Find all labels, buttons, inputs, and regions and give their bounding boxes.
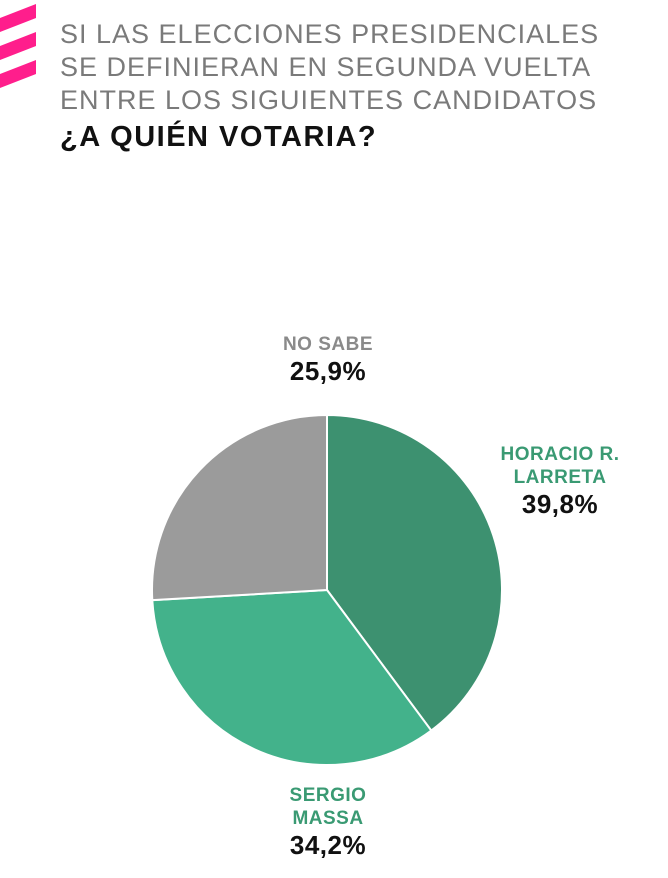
pink-stripes-logo: [0, 4, 36, 88]
slice-name-larreta-line-1: HORACIO R.: [500, 444, 620, 465]
subtitle-line-1: SI LAS ELECCIONES PRESIDENCIALES: [60, 19, 600, 49]
slice-label-massa: SERGIO MASSA 34,2%: [238, 784, 418, 860]
subtitle-line-3: ENTRE LOS SIGUIENTES CANDIDATOS: [60, 85, 598, 115]
chart-title: ¿A QUIÉN VOTARIA?: [60, 121, 378, 153]
pink-stripe: [0, 60, 36, 88]
pie-slice-massa: [151, 588, 433, 766]
slice-label-no-sabe: NO SABE 25,9%: [238, 333, 418, 386]
slice-value-larreta: 39,8%: [521, 489, 599, 519]
pink-stripe: [0, 32, 36, 60]
pie-slice-larreta: [326, 413, 504, 732]
slice-name-larreta-line-2: LARRETA: [513, 467, 607, 488]
chart-header: SI LAS ELECCIONES PRESIDENCIALES SE DEFI…: [60, 18, 650, 155]
slice-label-larreta: HORACIO R. LARRETA 39,8%: [470, 443, 650, 519]
slice-name-massa-line-1: SERGIO: [289, 785, 367, 806]
pie-slice-no-sabe: [151, 413, 328, 602]
slice-value-massa: 34,2%: [289, 830, 367, 860]
slice-name-no-sabe: NO SABE: [282, 334, 374, 355]
subtitle-line-2: SE DEFINIERAN EN SEGUNDA VUELTA: [60, 52, 592, 82]
pink-stripe: [0, 4, 36, 32]
slice-name-massa-line-2: MASSA: [292, 808, 364, 829]
slice-value-no-sabe: 25,9%: [289, 356, 367, 386]
